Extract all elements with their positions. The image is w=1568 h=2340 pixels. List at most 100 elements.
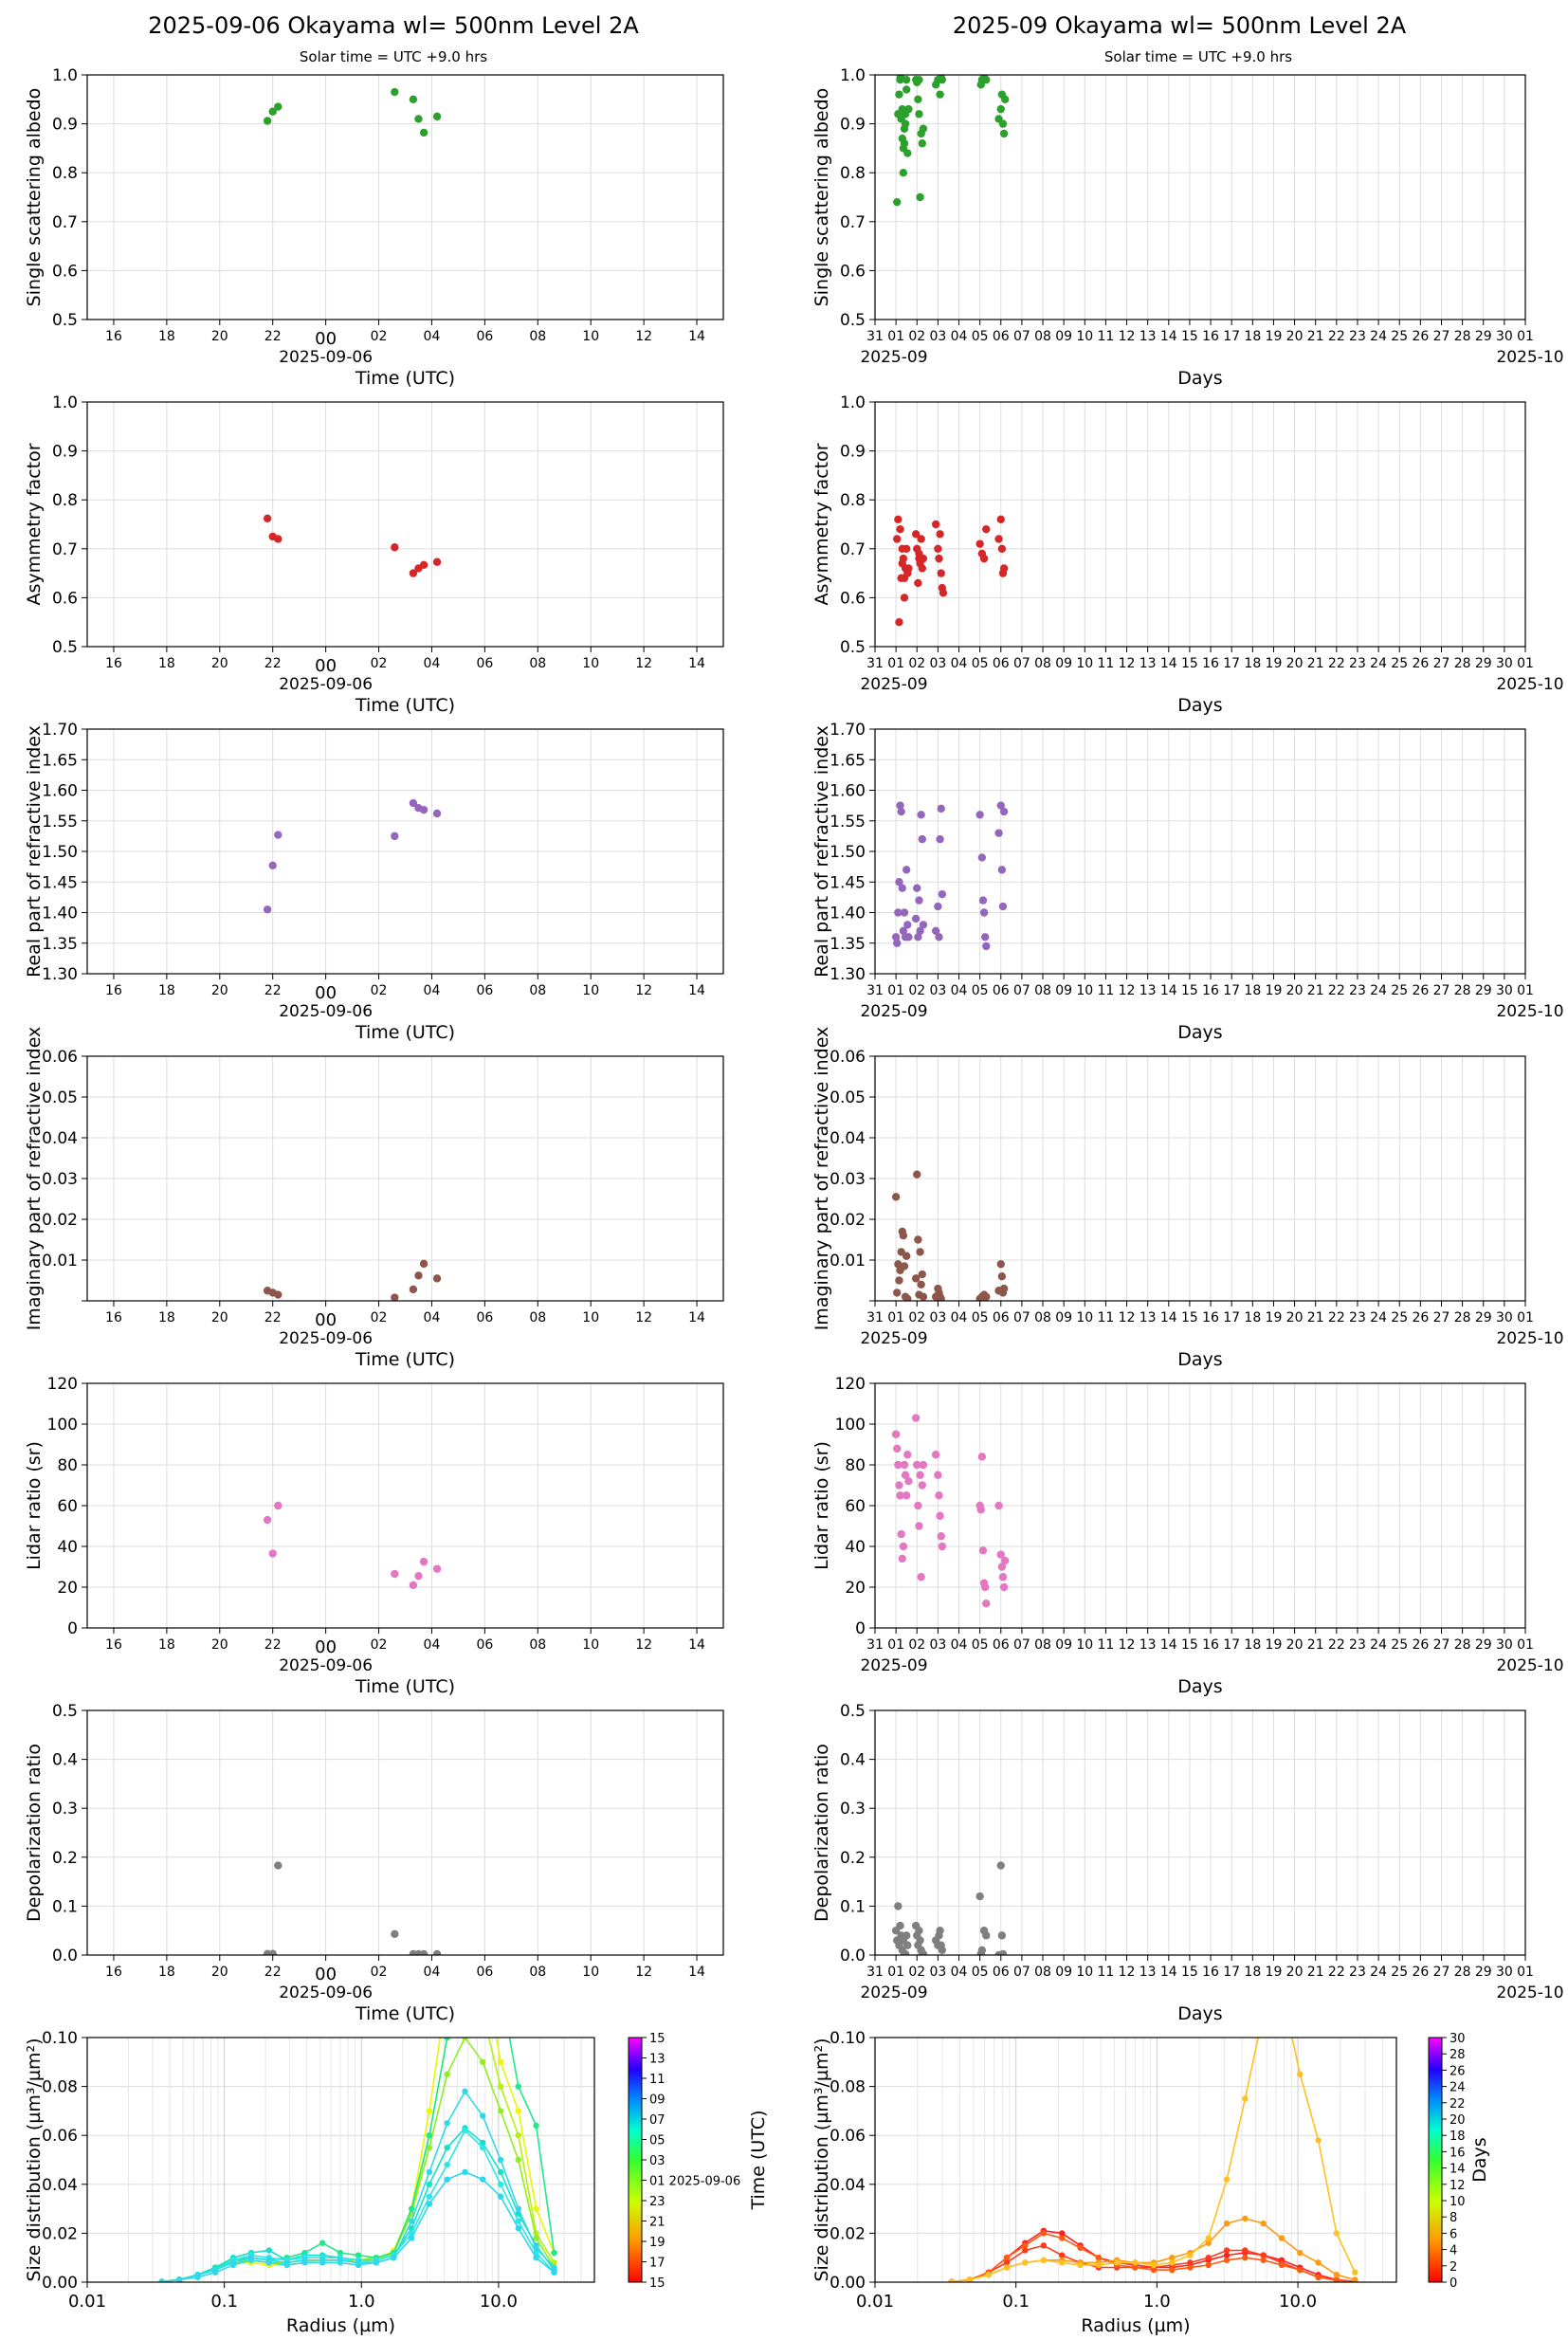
data-point	[982, 1931, 991, 1940]
data-point	[911, 1414, 921, 1422]
x-tick-label: 22	[1328, 656, 1345, 671]
data-point	[419, 128, 428, 137]
panel-ssa-daily: 0.5 0.6 0.7 0.8 0.9 1.0 16 18 20 22 00 02 04 06 08 10 12…	[24, 66, 724, 389]
x-tick-label: 06	[476, 983, 493, 998]
data-point	[999, 807, 1009, 816]
x-tick-label: 04	[951, 983, 968, 998]
x-tick-label: 25	[1391, 656, 1408, 671]
colorbar-tick-label: 09	[649, 2093, 665, 2108]
x-tick-label: 25	[1391, 983, 1408, 998]
x-tick-label: 01	[1517, 983, 1534, 998]
series-point	[1003, 2264, 1011, 2271]
plot-area	[893, 515, 1009, 627]
data-point	[982, 941, 991, 951]
x-tick-label: 29	[1475, 329, 1492, 344]
data-point	[997, 1931, 1007, 1940]
y-tick-label: 0.7	[840, 213, 866, 232]
x-tick-label: 12	[1119, 983, 1136, 998]
y-tick-label: 0.5	[840, 311, 866, 330]
series-point	[551, 2269, 557, 2276]
series-point	[1297, 2266, 1304, 2274]
plot-area	[891, 1170, 1009, 1301]
x-tick-label: 1.0	[1143, 2292, 1171, 2312]
x-axis-label: Time (UTC)	[355, 1349, 455, 1370]
x-tick-label: 06	[993, 983, 1010, 998]
data-point	[999, 129, 1009, 138]
x-tick-label: 01	[1517, 656, 1534, 671]
y-tick-label: 1.30	[830, 965, 866, 984]
x-tick-label: 18	[1244, 1637, 1261, 1653]
x-tick-label: 11	[1098, 1637, 1115, 1653]
y-tick-label: 1.60	[830, 782, 866, 801]
colorbar-tick-label: 07	[649, 2113, 665, 2128]
x-tick-label: 14	[1160, 656, 1177, 671]
series-point	[1150, 2266, 1158, 2274]
x-tick-label: 17	[1223, 1637, 1240, 1653]
series-point	[444, 2144, 450, 2151]
series-point	[1132, 2264, 1139, 2271]
y-tick-label: 0.4	[840, 1751, 866, 1770]
x-date-label-end: 2025-10	[1496, 1002, 1563, 1021]
x-tick-label: 01	[887, 329, 904, 344]
x-tick-label: 22	[1328, 1310, 1345, 1325]
y-tick-label: 0.8	[840, 491, 866, 510]
x-tick-label: 20	[1286, 1965, 1304, 1980]
data-point	[919, 124, 928, 133]
data-point	[268, 861, 277, 870]
x-tick-label: 23	[1349, 1965, 1366, 1980]
data-point	[919, 1460, 928, 1470]
x-tick-label: 06	[476, 1637, 493, 1653]
x-tick-label: 12	[635, 983, 652, 998]
series-point	[408, 2218, 415, 2224]
data-point	[996, 515, 1005, 524]
panel-asym-monthly: 0.50.60.70.80.91.031 01 02 03 04 05 06 07 08 09 10…	[811, 393, 1564, 716]
x-axis-label: Days	[1177, 695, 1222, 716]
series-point	[1077, 2261, 1084, 2269]
series-point	[1333, 2276, 1340, 2282]
x-tick-label: 12	[1119, 1965, 1136, 1980]
data-point	[996, 1861, 1005, 1870]
colorbar-tick-label: 20	[1449, 2113, 1466, 2128]
x-date-label-start: 2025-09	[860, 1984, 927, 2002]
x-tick-label: 13	[1140, 1637, 1157, 1653]
series-point	[408, 2235, 415, 2241]
colorbar-gradient	[1428, 2037, 1443, 2283]
series-point	[1132, 2259, 1139, 2266]
data-point	[391, 1929, 399, 1939]
y-tick-label: 0.03	[42, 1170, 78, 1189]
x-tick-label: 21	[1307, 656, 1324, 671]
y-tick-label: 0.10	[830, 2029, 866, 2048]
data-point	[914, 1501, 922, 1510]
data-point	[915, 896, 923, 905]
x-tick-label: 06	[476, 656, 493, 671]
data-point	[936, 530, 944, 539]
y-tick-label: 0.4	[52, 1751, 78, 1770]
series-point	[533, 2205, 539, 2212]
data-point	[975, 539, 984, 548]
x-tick-label: 02	[371, 1310, 388, 1325]
x-tick-label: 18	[158, 1965, 175, 1980]
panel-ssa-monthly: 0.50.60.70.80.91.031 01 02 03 04 05 06 07 08 09 10…	[811, 66, 1564, 389]
data-point	[918, 1270, 926, 1279]
y-axis-label: Depolarization ratio	[24, 1744, 45, 1922]
x-tick-label: 22	[1328, 1637, 1345, 1653]
data-point	[419, 1949, 428, 1955]
data-point	[997, 1563, 1007, 1571]
x-tick-label: 08	[529, 656, 546, 671]
series-point	[1260, 2220, 1267, 2227]
data-point	[894, 1460, 903, 1470]
series-point	[1278, 2235, 1285, 2241]
data-point	[274, 831, 283, 839]
axes-frame	[86, 401, 724, 648]
data-point	[391, 87, 399, 97]
x-tick-label: 31	[866, 1310, 884, 1325]
y-tick-label: 0.9	[840, 116, 866, 135]
y-tick-label: 0.02	[42, 1211, 78, 1230]
x-tick-label: 21	[1307, 983, 1324, 998]
x-axis-label: Time (UTC)	[355, 695, 455, 716]
data-point	[409, 95, 418, 104]
x-tick-label: 06	[476, 1310, 493, 1325]
data-point	[975, 811, 984, 819]
x-tick-label: 27	[1433, 656, 1450, 671]
x-tick-label: 11	[1098, 656, 1115, 671]
